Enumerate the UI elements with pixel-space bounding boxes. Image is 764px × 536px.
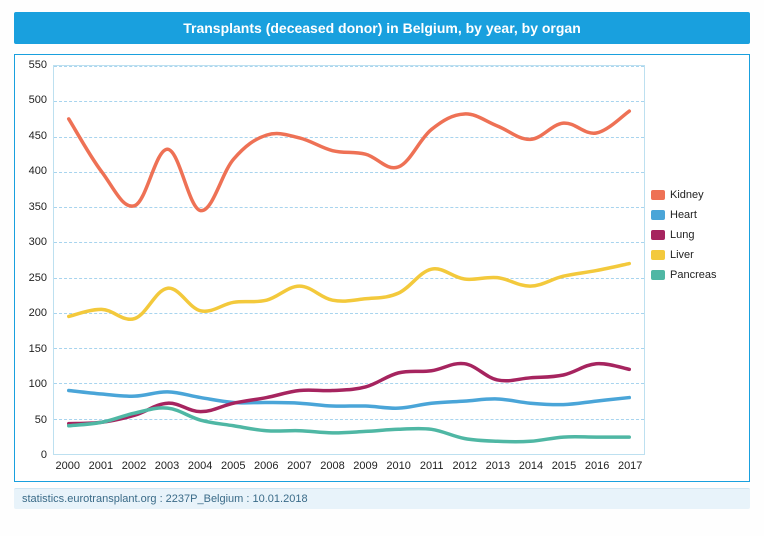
x-tick-label: 2013 [486, 460, 510, 472]
plot-area [53, 65, 645, 455]
x-tick-label: 2008 [320, 460, 344, 472]
legend-swatch [651, 210, 665, 220]
x-tick-label: 2012 [453, 460, 477, 472]
series-line-liver [69, 264, 630, 320]
series-line-pancreas [69, 408, 630, 442]
y-tick-label: 300 [29, 236, 47, 248]
x-tick-label: 2010 [386, 460, 410, 472]
x-tick-label: 2017 [618, 460, 642, 472]
y-tick-label: 100 [29, 378, 47, 390]
chart-frame: Transplants (deceased donor) in Belgium,… [0, 0, 764, 536]
legend-swatch [651, 190, 665, 200]
x-tick-label: 2004 [188, 460, 212, 472]
x-tick-label: 2006 [254, 460, 278, 472]
y-tick-label: 0 [41, 449, 47, 461]
x-tick-label: 2002 [122, 460, 146, 472]
legend-item-lung: Lung [651, 225, 743, 245]
chart-title: Transplants (deceased donor) in Belgium,… [183, 20, 581, 36]
source-bar: statistics.eurotransplant.org : 2237P_Be… [14, 488, 750, 509]
y-axis-labels: 050100150200250300350400450500550 [15, 65, 51, 455]
y-tick-label: 350 [29, 201, 47, 213]
legend-item-liver: Liver [651, 245, 743, 265]
y-tick-label: 450 [29, 130, 47, 142]
y-tick-label: 550 [29, 59, 47, 71]
x-tick-label: 2001 [89, 460, 113, 472]
x-tick-label: 2007 [287, 460, 311, 472]
source-text: statistics.eurotransplant.org : 2237P_Be… [22, 493, 308, 505]
plot-inner [54, 66, 644, 454]
legend-label: Lung [670, 229, 694, 241]
y-tick-label: 150 [29, 343, 47, 355]
legend-item-pancreas: Pancreas [651, 265, 743, 285]
chart-area: 050100150200250300350400450500550 200020… [14, 54, 750, 482]
legend-item-kidney: Kidney [651, 185, 743, 205]
x-tick-label: 2005 [221, 460, 245, 472]
y-tick-label: 400 [29, 165, 47, 177]
y-tick-label: 50 [35, 414, 47, 426]
y-tick-label: 500 [29, 94, 47, 106]
series-svg [54, 66, 644, 454]
x-tick-label: 2014 [519, 460, 543, 472]
x-tick-label: 2015 [552, 460, 576, 472]
legend-label: Liver [670, 249, 694, 261]
x-tick-label: 2016 [585, 460, 609, 472]
legend-label: Pancreas [670, 269, 716, 281]
legend-swatch [651, 230, 665, 240]
legend-swatch [651, 250, 665, 260]
x-tick-label: 2000 [56, 460, 80, 472]
y-tick-label: 200 [29, 307, 47, 319]
x-axis-labels: 2000 2001 2002 2003 2004 2005 2006 2007 2008 2009… [53, 459, 645, 477]
y-tick-label: 250 [29, 272, 47, 284]
chart-title-bar: Transplants (deceased donor) in Belgium,… [14, 12, 750, 44]
x-tick-label: 2009 [353, 460, 377, 472]
legend-label: Heart [670, 209, 697, 221]
legend-item-heart: Heart [651, 205, 743, 225]
series-line-kidney [69, 111, 630, 211]
x-tick-label: 2011 [420, 460, 444, 472]
legend-label: Kidney [670, 189, 704, 201]
x-tick-label: 2003 [155, 460, 179, 472]
legend-swatch [651, 270, 665, 280]
legend: Kidney Heart Lung Liver Pancreas [651, 185, 743, 285]
